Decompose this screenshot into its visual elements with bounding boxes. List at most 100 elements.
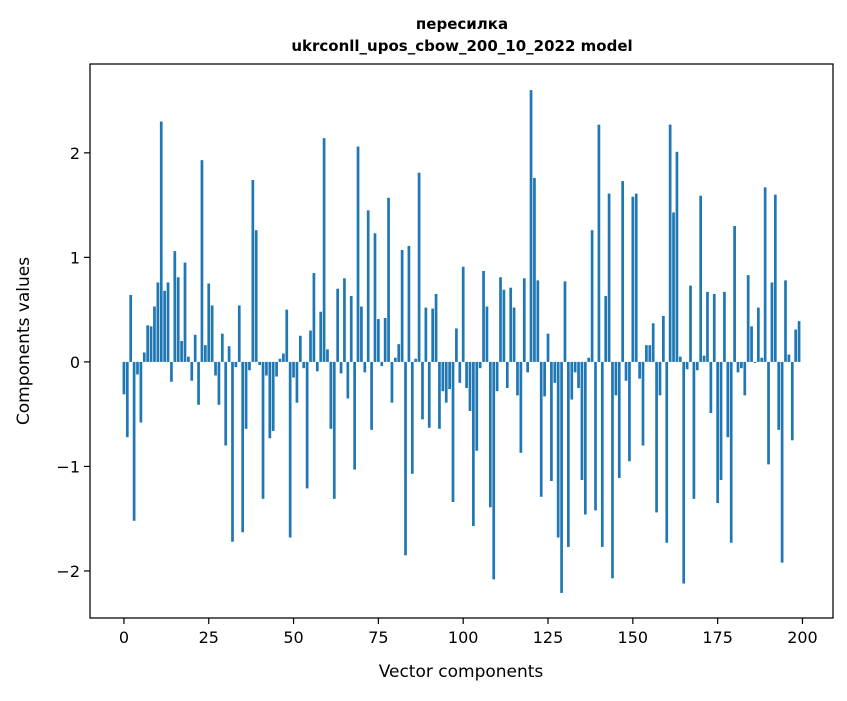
bar [712,293,716,362]
bar [146,325,150,362]
bar [695,361,699,371]
bar [377,319,380,362]
bar [370,361,373,430]
y-tick-label: −1 [56,457,80,476]
bar [621,181,625,362]
bar [397,344,401,362]
bar [617,361,621,478]
bar [590,230,594,362]
bar [193,334,197,362]
x-axis-ticks: 0 25 50 75 100 125 150 175 200 [119,618,818,647]
bar [414,358,418,362]
bar [187,356,190,362]
bar [343,278,346,362]
bar [773,194,777,362]
bar [458,361,462,383]
bar [719,361,723,481]
bar [237,305,241,362]
x-tick-label: 200 [787,628,818,647]
bar [757,307,760,362]
bar [770,282,774,362]
bar [336,288,340,362]
bar [736,361,740,373]
bar [600,361,604,547]
bar [427,361,431,428]
bar [529,90,533,362]
bar [702,355,706,362]
bar [482,270,485,362]
bar [526,361,530,373]
bar [373,233,377,362]
bar [444,361,448,403]
bar [207,283,211,362]
bar [594,361,597,511]
bar [611,361,614,579]
bar [366,210,370,362]
bar [743,361,747,396]
bar [546,333,550,362]
bar [726,361,730,438]
bar [692,361,696,499]
bar [431,308,435,362]
bar [614,361,618,396]
bar [733,226,736,362]
bar [740,361,743,369]
bar [139,361,143,423]
bar [410,361,414,474]
bar [468,361,472,412]
bar [488,361,492,508]
bar [512,307,516,362]
bar [400,250,404,362]
bar [678,356,682,362]
bar [763,187,767,362]
x-tick-label: 75 [368,628,388,647]
bar [275,361,278,377]
bar [780,361,784,563]
bar [434,293,438,362]
bar [502,289,506,362]
bar [794,329,798,362]
bar [777,361,781,430]
bar [682,361,686,584]
bar [628,361,631,462]
bar [176,277,180,362]
bar [570,361,574,400]
bar [132,361,136,521]
bar [607,193,611,362]
x-tick-label: 50 [283,628,303,647]
bar [166,282,170,362]
bar [451,361,455,502]
bar [261,361,265,499]
bar [567,361,570,547]
bar [298,335,302,362]
plot-frame [89,63,834,619]
bar [638,361,641,379]
bar [197,361,200,405]
bar [363,361,367,373]
chart-title-line1: пересилка [416,15,508,33]
bar [305,361,309,489]
bar [210,305,214,362]
bar [136,361,139,375]
bar [767,361,770,465]
bar [550,361,553,482]
bar [472,361,475,527]
bar [475,361,479,451]
bar [729,361,733,543]
bar [675,151,679,362]
bar [302,361,306,369]
x-tick-label: 150 [618,628,649,647]
bar [448,361,451,390]
bar [163,290,166,362]
bar [651,323,655,362]
bar [699,195,703,362]
bar [159,121,163,362]
bar [251,180,255,362]
bar [295,361,299,403]
bar [624,361,628,381]
bar [129,295,133,362]
bar [455,328,458,362]
bar [271,361,275,431]
y-axis-label: Components values [14,257,34,425]
